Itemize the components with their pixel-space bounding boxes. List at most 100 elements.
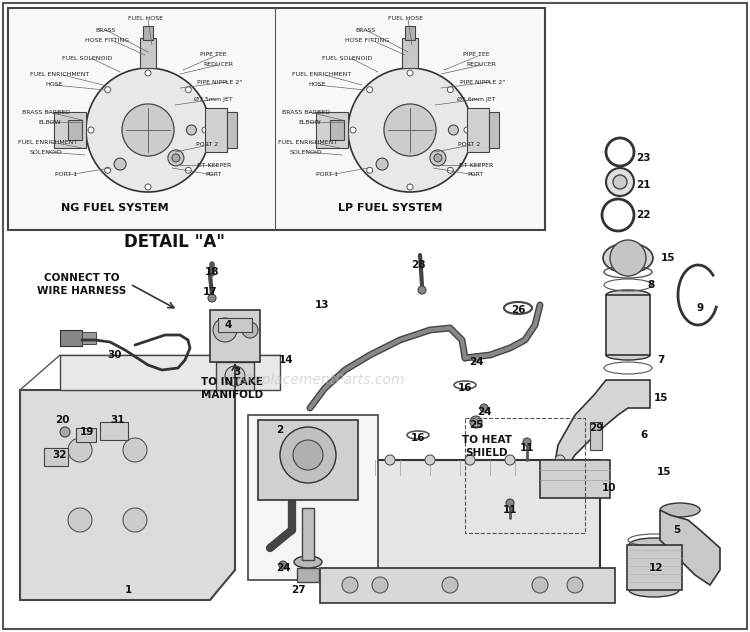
Circle shape: [523, 438, 531, 446]
Circle shape: [613, 175, 627, 189]
Ellipse shape: [294, 556, 322, 568]
Circle shape: [88, 127, 94, 133]
Circle shape: [213, 318, 237, 342]
Bar: [302, 508, 314, 560]
Text: SOLENOID: SOLENOID: [30, 150, 63, 154]
Text: 21: 21: [636, 180, 650, 190]
Text: 3: 3: [233, 367, 241, 377]
Text: Ø7.5mm JET: Ø7.5mm JET: [194, 97, 232, 102]
Text: 10: 10: [602, 483, 616, 493]
Text: FUEL HOSE: FUEL HOSE: [128, 16, 163, 20]
Text: 15: 15: [661, 253, 675, 263]
Ellipse shape: [660, 503, 700, 517]
Text: 1: 1: [124, 585, 132, 595]
Bar: [258, 420, 358, 500]
Text: 18: 18: [205, 267, 219, 277]
Text: 14: 14: [279, 355, 293, 365]
Bar: [627, 545, 682, 590]
Text: HOSE FITTING: HOSE FITTING: [85, 37, 129, 42]
Text: 31: 31: [111, 415, 125, 425]
Text: PORT 2: PORT 2: [458, 142, 480, 147]
Circle shape: [470, 416, 482, 428]
Text: eReplacementParts.com: eReplacementParts.com: [236, 373, 405, 387]
Bar: [402, 38, 418, 68]
Text: WIRE HARNESS: WIRE HARNESS: [38, 286, 127, 296]
Text: Ø5.6mm JET: Ø5.6mm JET: [457, 97, 496, 102]
Bar: [540, 460, 610, 498]
Text: JET KEEPER: JET KEEPER: [458, 162, 494, 167]
Text: NG FUEL SYSTEM: NG FUEL SYSTEM: [62, 203, 169, 213]
Text: REDUCER: REDUCER: [466, 63, 496, 68]
Circle shape: [279, 561, 287, 569]
Circle shape: [172, 154, 180, 162]
Text: 16: 16: [458, 383, 472, 393]
Circle shape: [442, 577, 458, 593]
Text: 24: 24: [276, 563, 290, 573]
Circle shape: [202, 127, 208, 133]
Circle shape: [348, 68, 472, 192]
Ellipse shape: [629, 538, 679, 552]
Text: PORT 2: PORT 2: [196, 142, 218, 147]
Text: FUEL SOLENOID: FUEL SOLENOID: [62, 56, 112, 61]
Circle shape: [418, 286, 426, 294]
Text: 5: 5: [674, 525, 681, 535]
Text: ELBOW: ELBOW: [298, 119, 321, 125]
Ellipse shape: [606, 290, 650, 300]
Circle shape: [280, 427, 336, 483]
Text: FUEL ENRICHMENT: FUEL ENRICHMENT: [292, 73, 351, 78]
Text: BRASS: BRASS: [355, 28, 375, 32]
Text: 11: 11: [520, 443, 534, 453]
Text: PIPE TEE: PIPE TEE: [463, 52, 490, 58]
Text: PIPE NIPPLE 2": PIPE NIPPLE 2": [197, 80, 242, 85]
Text: PORT 1: PORT 1: [55, 173, 77, 178]
Circle shape: [367, 87, 373, 93]
Bar: [140, 38, 156, 68]
Bar: [606, 295, 650, 355]
Text: 23: 23: [636, 153, 650, 163]
Circle shape: [430, 150, 446, 166]
Bar: [82, 332, 96, 344]
Circle shape: [105, 167, 111, 173]
Text: LP FUEL SYSTEM: LP FUEL SYSTEM: [338, 203, 442, 213]
Circle shape: [145, 184, 151, 190]
Circle shape: [293, 440, 323, 470]
Text: 11: 11: [503, 505, 518, 515]
Bar: [44, 448, 68, 466]
Circle shape: [407, 184, 413, 190]
Circle shape: [105, 87, 111, 93]
Text: FUEL ENRICHMENT: FUEL ENRICHMENT: [278, 140, 338, 145]
Text: 15: 15: [657, 467, 671, 477]
Circle shape: [123, 508, 147, 532]
Text: PORT 1: PORT 1: [316, 173, 338, 178]
Text: 15: 15: [654, 393, 668, 403]
Circle shape: [447, 87, 453, 93]
Bar: [143, 26, 153, 40]
Circle shape: [465, 455, 475, 465]
Bar: [100, 422, 128, 440]
Text: JET KEEPER: JET KEEPER: [196, 162, 231, 167]
Ellipse shape: [606, 350, 650, 360]
Circle shape: [567, 577, 583, 593]
Bar: [76, 428, 96, 442]
Text: 16: 16: [411, 433, 425, 443]
Ellipse shape: [629, 583, 679, 597]
Text: 8: 8: [647, 280, 655, 290]
Text: 6: 6: [640, 430, 647, 440]
Text: 7: 7: [657, 355, 664, 365]
Circle shape: [472, 354, 480, 362]
Bar: [465, 418, 585, 533]
Text: SOLENOID: SOLENOID: [290, 150, 322, 154]
Text: 26: 26: [511, 305, 525, 315]
Text: 9: 9: [697, 303, 703, 313]
Text: DETAIL "A": DETAIL "A": [124, 233, 226, 251]
Circle shape: [68, 508, 92, 532]
Text: 25: 25: [469, 420, 483, 430]
Circle shape: [123, 438, 147, 462]
Bar: [248, 415, 378, 580]
Text: HOSE: HOSE: [45, 83, 62, 87]
Text: 13: 13: [315, 300, 329, 310]
Circle shape: [606, 168, 634, 196]
Bar: [210, 310, 260, 362]
Circle shape: [447, 167, 453, 173]
Text: PIPE TEE: PIPE TEE: [200, 52, 226, 58]
